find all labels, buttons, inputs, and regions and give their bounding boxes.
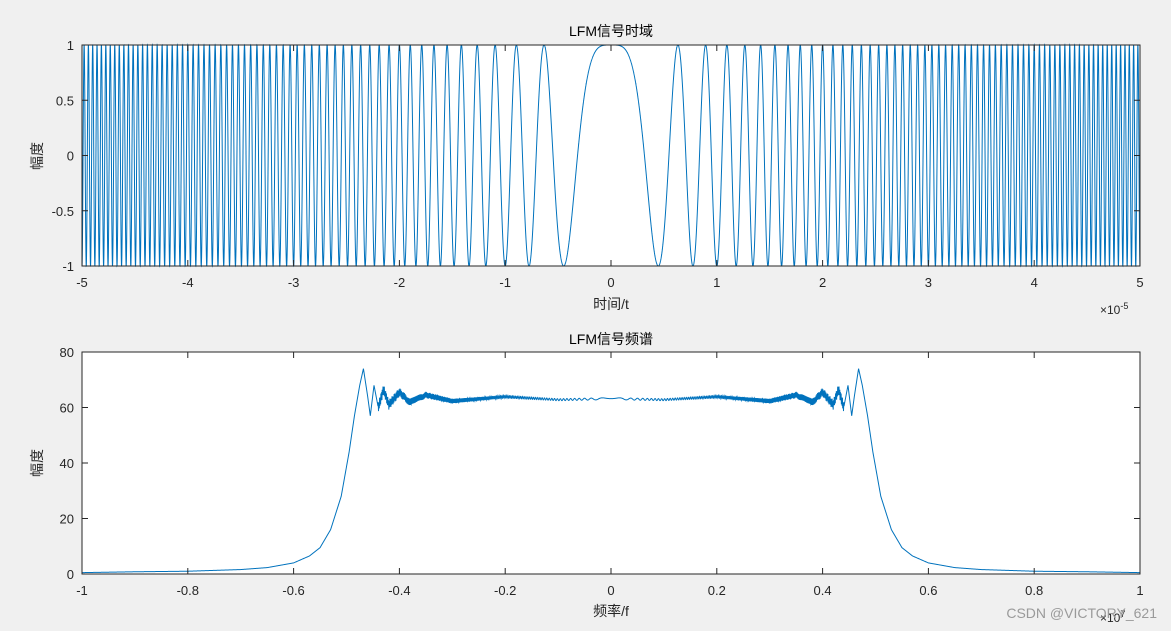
time-domain-axes: LFM信号时域 -5 -4 -3 -2 -1 0 1 2 3 4 5 -1 -0.5 0 0.5 1 时间/…: [29, 23, 1144, 317]
time-domain-y-ticks: -1 -0.5 0 0.5 1: [52, 38, 1140, 274]
y-tick-label: 0: [67, 567, 74, 582]
watermark: CSDN @VICTORY_621: [1006, 605, 1157, 621]
y-tick-label: 0: [67, 149, 74, 164]
y-tick-label: 0.5: [56, 93, 74, 108]
x-tick-label: 0.2: [708, 583, 726, 598]
spectrum-x-label: 频率/f: [593, 603, 629, 619]
spectrum-plot-area: [82, 352, 1140, 574]
x-tick-label: 1: [1136, 583, 1143, 598]
x-tick-label: 0: [607, 275, 614, 290]
time-domain-x-label: 时间/t: [593, 296, 629, 312]
x-tick-label: -1: [499, 275, 511, 290]
spectrum-x-exponent: ×107: [1100, 609, 1125, 625]
spectrum-y-label: 幅度: [29, 449, 45, 477]
x-tick-label: 0.4: [814, 583, 832, 598]
x-tick-label: 3: [925, 275, 932, 290]
x-tick-label: -0.4: [388, 583, 410, 598]
time-domain-x-ticks: -5 -4 -3 -2 -1 0 1 2 3 4 5: [76, 45, 1144, 290]
x-tick-label: -5: [76, 275, 88, 290]
x-tick-label: -0.2: [494, 583, 516, 598]
x-tick-label: 1: [713, 275, 720, 290]
time-domain-title: LFM信号时域: [569, 23, 653, 39]
x-tick-label: 4: [1031, 275, 1038, 290]
x-tick-label: 5: [1136, 275, 1143, 290]
time-domain-x-exponent: ×10-5: [1100, 301, 1128, 317]
y-tick-label: -0.5: [52, 204, 74, 219]
spectrum-line: [82, 368, 1140, 574]
x-tick-label: -2: [394, 275, 406, 290]
x-tick-label: -0.6: [282, 583, 304, 598]
x-tick-label: 0.6: [919, 583, 937, 598]
x-tick-label: -0.8: [177, 583, 199, 598]
x-tick-label: 0.8: [1025, 583, 1043, 598]
y-tick-label: 40: [60, 456, 74, 471]
x-tick-label: 2: [819, 275, 826, 290]
x-tick-label: -3: [288, 275, 300, 290]
y-tick-label: 20: [60, 512, 74, 527]
y-tick-label: -1: [62, 259, 74, 274]
x-tick-label: -1: [76, 583, 88, 598]
spectrum-y-ticks: 0 20 40 60 80: [60, 345, 1140, 582]
y-tick-label: 80: [60, 345, 74, 360]
x-tick-label: 0: [607, 583, 614, 598]
y-tick-label: 60: [60, 401, 74, 416]
spectrum-axes: LFM信号频谱 -1 -0.8 -0.6 -0.4 -0.2 0 0.2 0.4 0.6 0.8 1…: [29, 331, 1144, 625]
x-tick-label: -4: [182, 275, 194, 290]
spectrum-title: LFM信号频谱: [569, 331, 653, 347]
y-tick-label: 1: [67, 38, 74, 53]
spectrum-x-ticks: -1 -0.8 -0.6 -0.4 -0.2 0 0.2 0.4 0.6 0.8 1: [76, 352, 1144, 598]
time-domain-y-label: 幅度: [29, 142, 45, 170]
